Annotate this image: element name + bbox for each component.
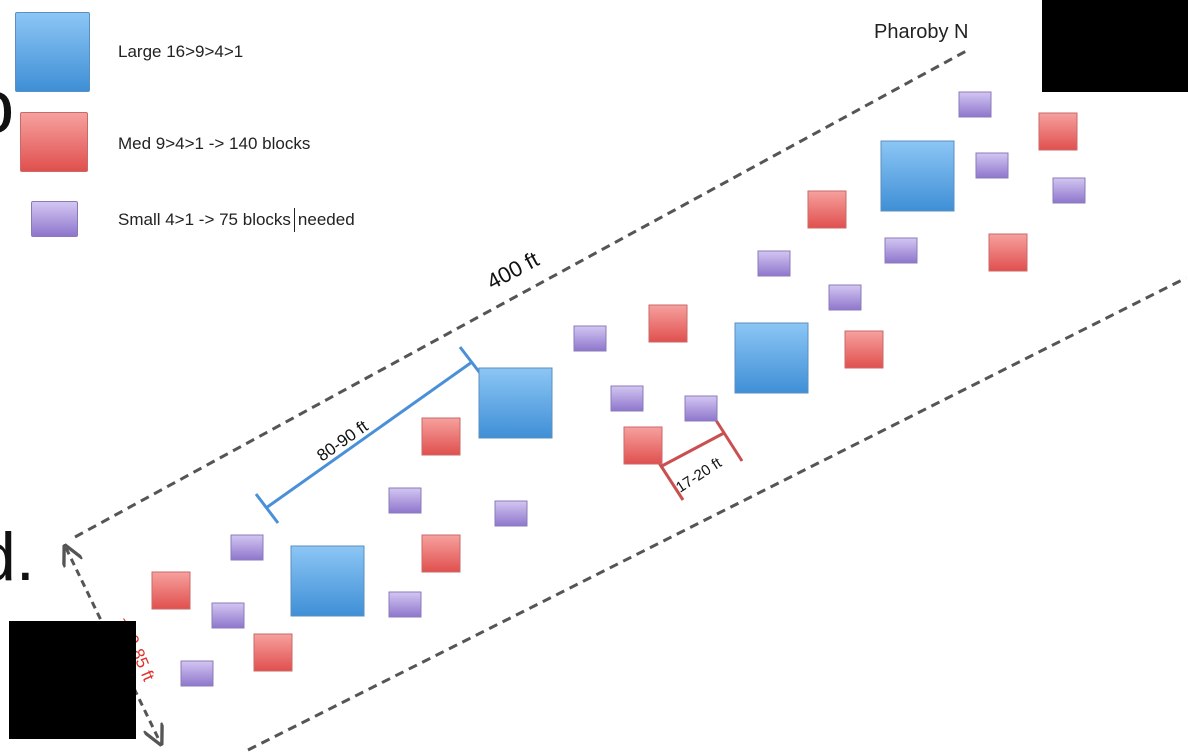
- small-block: [573, 325, 607, 352]
- small-block: [494, 500, 528, 527]
- small-block: [388, 591, 422, 618]
- small-block: [211, 602, 245, 629]
- medium-block: [807, 190, 847, 229]
- legend-medium-swatch: [20, 112, 88, 172]
- small-block: [388, 487, 422, 514]
- legend-small-label: Small 4>1 -> 75 blocks: [118, 210, 291, 229]
- legend-small-row: Small 4>1 -> 75 blocks needed: [118, 208, 355, 232]
- legend-medium-label: Med 9>4>1 -> 140 blocks: [118, 134, 311, 153]
- medium-block: [988, 233, 1028, 272]
- large-block: [734, 322, 809, 394]
- medium-block: [421, 534, 461, 573]
- length-label: 400 ft: [483, 246, 543, 294]
- redaction-box-bottom-left: [9, 621, 136, 739]
- large-block: [478, 367, 553, 439]
- legend-small-swatch: [31, 201, 78, 237]
- small-block: [975, 152, 1009, 179]
- legend-large-row: Large 16>9>4>1: [118, 42, 243, 62]
- medium-block: [421, 417, 461, 456]
- small-block: [180, 660, 214, 687]
- small-block: [684, 395, 718, 422]
- small-block: [1052, 177, 1086, 204]
- small-block: [757, 250, 791, 277]
- small-block: [610, 385, 644, 412]
- edge-glyph-top-left: o: [0, 70, 14, 146]
- small-blocks: [180, 91, 1086, 687]
- small-block: [230, 534, 264, 561]
- medium-block: [648, 304, 688, 343]
- medium-block: [623, 426, 663, 465]
- redaction-box-top-right: [1042, 0, 1188, 92]
- title-label: Pharoby N: [874, 21, 969, 43]
- corridor-top-boundary: [74, 48, 969, 539]
- legend-large-swatch: [15, 12, 90, 92]
- legend-small-label-suffix: needed: [297, 210, 355, 229]
- block-spacing-label: 17-20 ft: [673, 454, 726, 496]
- legend-medium-row: Med 9>4>1 -> 140 blocks: [118, 134, 310, 154]
- medium-blocks: [151, 112, 1078, 672]
- small-block: [828, 284, 862, 311]
- medium-block: [253, 633, 293, 672]
- block-spacing-measure: [650, 413, 744, 501]
- small-block: [958, 91, 992, 118]
- edge-glyph-mid-left: d.: [0, 519, 35, 595]
- medium-block: [1038, 112, 1078, 151]
- small-block: [884, 237, 918, 264]
- large-block: [290, 545, 365, 617]
- medium-block: [844, 330, 884, 369]
- large-blocks: [290, 140, 955, 617]
- medium-block: [151, 571, 191, 610]
- text-cursor: [293, 208, 295, 232]
- corridor-bottom-boundary: [247, 276, 1187, 752]
- legend-large-label: Large 16>9>4>1: [118, 42, 244, 61]
- large-block: [880, 140, 955, 212]
